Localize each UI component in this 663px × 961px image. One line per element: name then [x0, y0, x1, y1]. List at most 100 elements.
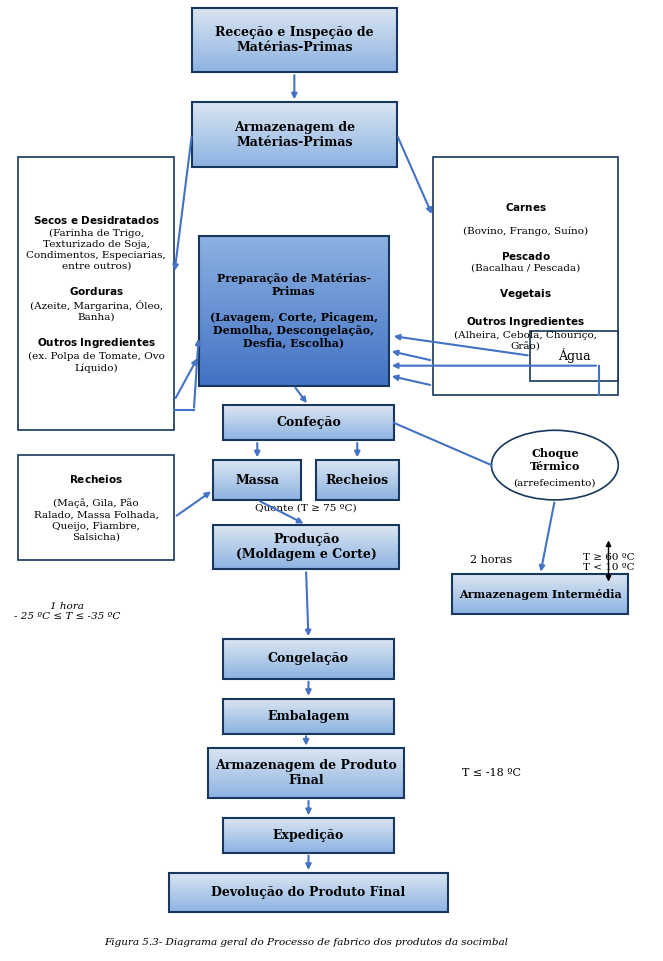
Bar	[192, 44, 396, 46]
Bar	[452, 611, 628, 613]
Bar	[223, 843, 394, 844]
Bar	[316, 471, 398, 472]
Bar	[208, 774, 404, 775]
Bar	[223, 439, 394, 440]
Bar	[170, 883, 448, 885]
Bar	[208, 775, 404, 776]
Bar	[316, 497, 398, 499]
Bar	[223, 847, 394, 849]
Bar	[192, 12, 396, 14]
Bar	[213, 478, 301, 479]
Bar	[192, 49, 396, 51]
Bar	[223, 643, 394, 645]
Bar	[213, 546, 398, 547]
Bar	[223, 727, 394, 728]
Bar	[192, 117, 396, 119]
Bar	[213, 476, 301, 478]
Bar	[192, 34, 396, 36]
Bar	[208, 795, 404, 797]
Bar	[208, 770, 404, 772]
Bar	[192, 138, 396, 141]
Bar	[192, 53, 396, 55]
Bar	[170, 908, 448, 910]
Bar	[316, 493, 398, 495]
Bar	[192, 63, 396, 66]
Bar	[452, 582, 628, 583]
Bar	[213, 481, 301, 482]
Bar	[223, 699, 394, 700]
Bar	[213, 471, 301, 472]
Bar	[452, 596, 628, 597]
Bar	[316, 480, 398, 481]
Bar	[170, 889, 448, 890]
Bar	[223, 840, 394, 841]
Bar	[223, 436, 394, 438]
Bar	[223, 416, 394, 417]
Bar	[223, 412, 394, 413]
Bar	[316, 488, 398, 489]
Bar	[192, 60, 396, 62]
Text: Produção
(Moldagem e Corte): Produção (Moldagem e Corte)	[235, 533, 377, 561]
Bar	[213, 460, 301, 461]
Bar	[316, 465, 398, 467]
Bar	[199, 261, 389, 266]
Bar	[192, 109, 396, 111]
Bar	[452, 579, 628, 581]
Bar	[223, 409, 394, 410]
Bar	[192, 143, 396, 145]
Bar	[213, 530, 398, 532]
Bar	[223, 653, 394, 655]
Text: Armazenagem Intermédia: Armazenagem Intermédia	[459, 589, 622, 600]
Bar	[223, 835, 394, 837]
Bar	[199, 335, 389, 341]
Bar	[192, 152, 396, 154]
Bar	[213, 562, 398, 563]
Bar	[452, 583, 628, 585]
Bar	[316, 478, 398, 479]
Bar	[213, 475, 301, 476]
Text: Devolução do Produto Final: Devolução do Produto Final	[211, 886, 406, 899]
Bar	[192, 136, 396, 138]
Text: Receção e Inspeção de
Matérias-Primas: Receção e Inspeção de Matérias-Primas	[215, 26, 374, 54]
Text: Figura 5.3- Diagrama geral do Processo de fabrico dos produtos da socimbal: Figura 5.3- Diagrama geral do Processo d…	[104, 938, 508, 947]
Bar	[223, 431, 394, 432]
Text: Preparação de Matérias-
Primas

(Lavagem, Corte, Picagem,
Demolha, Descongelação: Preparação de Matérias- Primas (Lavagem,…	[210, 274, 378, 349]
Bar	[452, 610, 628, 611]
Text: T ≤ -18 ºC: T ≤ -18 ºC	[462, 768, 521, 778]
Bar	[223, 717, 394, 719]
Bar	[213, 563, 398, 565]
Bar	[199, 291, 389, 296]
Bar	[192, 126, 396, 128]
Bar	[199, 360, 389, 366]
Bar	[192, 40, 396, 42]
Bar	[223, 730, 394, 731]
Bar	[316, 472, 398, 474]
Bar	[199, 331, 389, 335]
Bar	[170, 910, 448, 911]
Bar	[213, 550, 398, 552]
Bar	[199, 241, 389, 246]
Bar	[192, 130, 396, 133]
Bar	[223, 822, 394, 823]
Bar	[223, 719, 394, 720]
Bar	[170, 875, 448, 876]
Bar	[199, 246, 389, 252]
Bar	[192, 164, 396, 167]
Bar	[452, 603, 628, 604]
Bar	[223, 645, 394, 646]
Bar	[199, 266, 389, 271]
Bar	[170, 893, 448, 894]
Bar	[208, 785, 404, 786]
Bar	[223, 427, 394, 428]
Bar	[223, 722, 394, 723]
FancyBboxPatch shape	[18, 157, 174, 431]
Bar	[192, 18, 396, 21]
Bar	[223, 647, 394, 649]
Bar	[223, 672, 394, 674]
Bar	[223, 728, 394, 730]
Bar	[192, 133, 396, 135]
Bar	[208, 797, 404, 799]
Bar	[316, 482, 398, 484]
Bar	[208, 769, 404, 770]
Bar	[213, 552, 398, 554]
